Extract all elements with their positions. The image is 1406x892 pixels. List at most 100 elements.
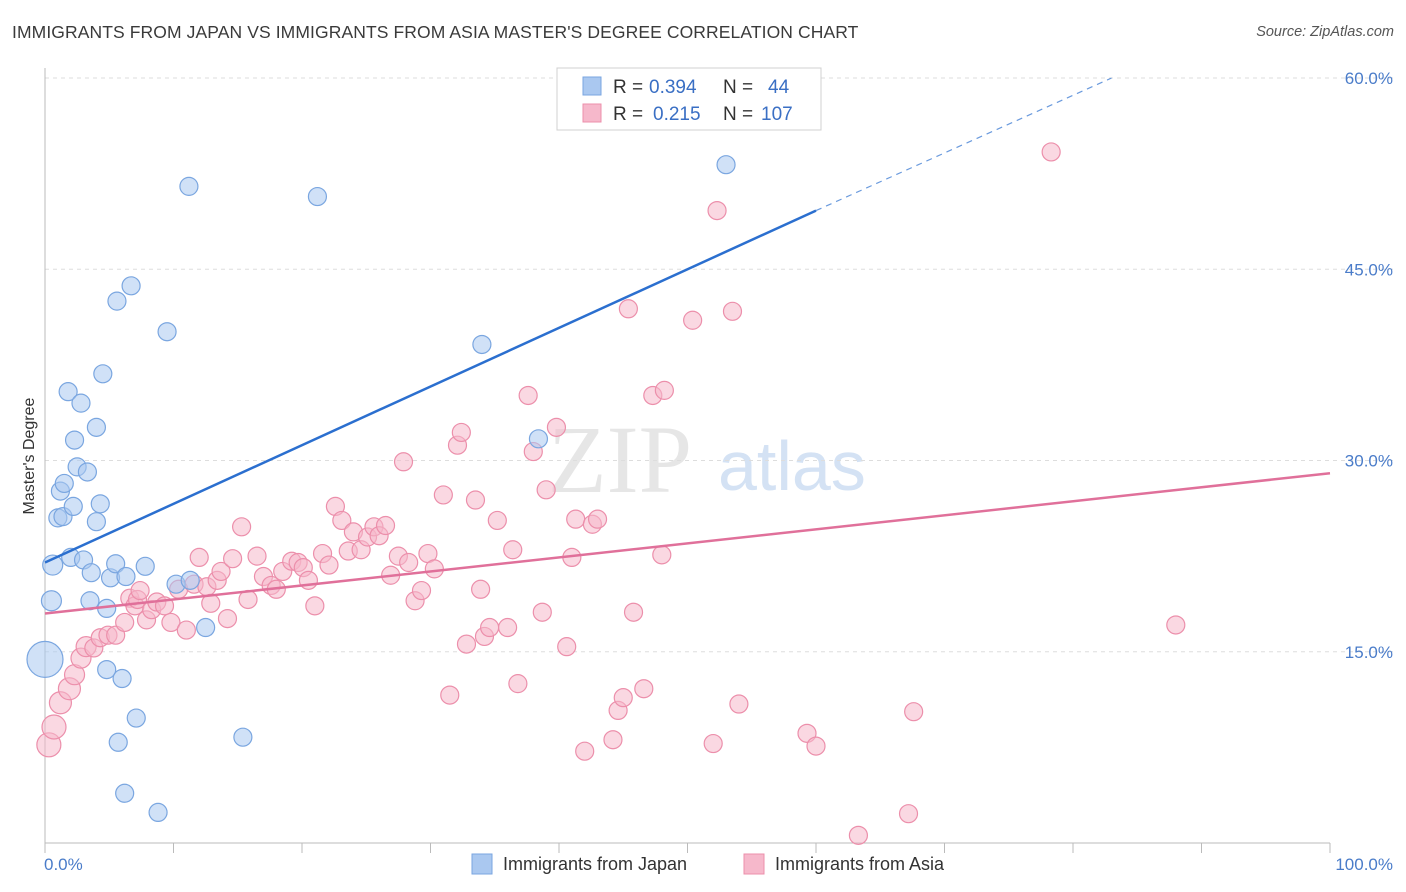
- legend-asia-r-label: R =: [613, 104, 643, 125]
- bottom-legend-japan: Immigrants from Japan: [503, 854, 687, 874]
- asia-point-30: [223, 549, 243, 569]
- japan-point-16: [81, 563, 101, 583]
- y-tick-label-3: 60.0%: [1345, 69, 1393, 88]
- asia-point-68: [471, 579, 491, 599]
- asia-points: [36, 142, 1186, 845]
- asia-point-85: [587, 509, 608, 529]
- asia-point-90: [623, 602, 644, 622]
- asia-point-66: [456, 634, 477, 654]
- watermark-atlas: atlas: [718, 427, 866, 505]
- asia-point-29: [217, 608, 238, 629]
- asia-point-78: [536, 480, 556, 500]
- legend-swatch-asia: [582, 103, 602, 123]
- japan-trend-line: [44, 209, 817, 564]
- japan-trend-extension: [815, 77, 1112, 212]
- japan-point-36: [179, 176, 199, 196]
- asia-point-62: [433, 485, 453, 505]
- asia-point-44: [319, 555, 339, 575]
- asia-trend-line: [44, 472, 1331, 615]
- asia-point-71: [487, 510, 507, 531]
- japan-point-31: [126, 708, 146, 728]
- asia-point-105: [1041, 142, 1061, 162]
- japan-point-14: [77, 462, 98, 482]
- asia-point-101: [806, 736, 826, 756]
- japan-point-40: [307, 186, 328, 207]
- y-axis-label: Master's Degree: [21, 397, 38, 514]
- asia-point-42: [305, 596, 325, 616]
- asia-point-61: [424, 559, 444, 579]
- japan-point-38: [196, 617, 216, 638]
- asia-point-93: [652, 545, 672, 565]
- japan-point-30: [121, 276, 141, 296]
- source-label: Source: ZipAtlas.com: [1256, 24, 1394, 40]
- asia-point-79: [546, 417, 567, 437]
- chart-title: IMMIGRANTS FROM JAPAN VS IMMIGRANTS FROM…: [12, 22, 859, 42]
- asia-point-24: [189, 547, 209, 568]
- japan-point-32: [135, 556, 155, 576]
- japan-point-0: [26, 640, 64, 679]
- asia-point-103: [898, 804, 919, 824]
- y-tick-label-2: 45.0%: [1345, 260, 1393, 279]
- watermark-zip: ZIP: [548, 406, 692, 513]
- japan-points: [26, 155, 736, 823]
- bottom-legend-swatch-asia: [743, 853, 765, 875]
- legend-box: R = 0.394 N = 44 R = 0.215 N = 107: [556, 67, 822, 131]
- japan-point-43: [716, 155, 736, 175]
- asia-point-59: [411, 580, 432, 601]
- asia-point-83: [575, 741, 595, 761]
- asia-point-88: [613, 688, 633, 708]
- asia-point-65: [451, 422, 471, 443]
- bottom-legend: Immigrants from Japan Immigrants from As…: [471, 853, 945, 875]
- y-tick-label-0: 15.0%: [1345, 643, 1393, 662]
- japan-point-25: [107, 291, 127, 311]
- asia-point-98: [722, 301, 743, 321]
- legend-japan-r-label: R =: [613, 77, 643, 98]
- bottom-legend-asia: Immigrants from Asia: [775, 854, 945, 874]
- asia-point-67: [465, 490, 486, 510]
- x-tick-label-1: 100.0%: [1335, 855, 1393, 874]
- japan-point-20: [93, 364, 113, 384]
- japan-point-27: [112, 668, 132, 689]
- japan-point-6: [54, 473, 74, 494]
- asia-point-31: [232, 517, 252, 537]
- asia-point-20: [161, 612, 181, 633]
- asia-point-94: [654, 380, 674, 400]
- asia-point-89: [618, 299, 638, 319]
- asia-point-33: [247, 546, 267, 566]
- japan-point-41: [472, 334, 492, 355]
- asia-point-46: [332, 510, 352, 531]
- asia-point-91: [634, 679, 654, 699]
- japan-point-28: [115, 783, 135, 803]
- legend-asia-n-label: N =: [723, 104, 753, 125]
- legend-swatch-japan: [582, 76, 602, 96]
- asia-point-57: [399, 552, 419, 573]
- japan-point-24: [106, 554, 126, 574]
- asia-point-73: [503, 540, 523, 560]
- japan-point-19: [90, 494, 110, 514]
- y-tick-labels: 15.0% 30.0% 45.0% 60.0%: [1345, 69, 1393, 662]
- japan-point-33: [148, 802, 168, 823]
- legend-japan-r-value: 0.394: [649, 77, 697, 98]
- japan-point-26: [108, 732, 128, 752]
- japan-point-34: [157, 322, 177, 342]
- asia-point-96: [703, 733, 723, 754]
- asia-point-56: [393, 452, 414, 472]
- asia-point-75: [518, 385, 538, 406]
- asia-point-86: [603, 730, 623, 750]
- asia-point-74: [508, 674, 528, 694]
- japan-point-9: [63, 496, 83, 516]
- asia-point-70: [480, 617, 500, 638]
- japan-point-42: [528, 429, 549, 449]
- asia-point-99: [729, 694, 749, 714]
- asia-point-11: [115, 612, 135, 633]
- asia-point-106: [1166, 615, 1186, 635]
- asia-point-63: [440, 685, 460, 705]
- asia-point-72: [498, 617, 518, 638]
- japan-point-17: [86, 512, 107, 532]
- x-tick-label-0: 0.0%: [44, 855, 83, 874]
- asia-point-102: [848, 825, 869, 845]
- asia-point-53: [375, 515, 396, 536]
- asia-point-97: [707, 201, 727, 221]
- japan-point-29: [116, 566, 136, 587]
- japan-point-1: [40, 590, 63, 612]
